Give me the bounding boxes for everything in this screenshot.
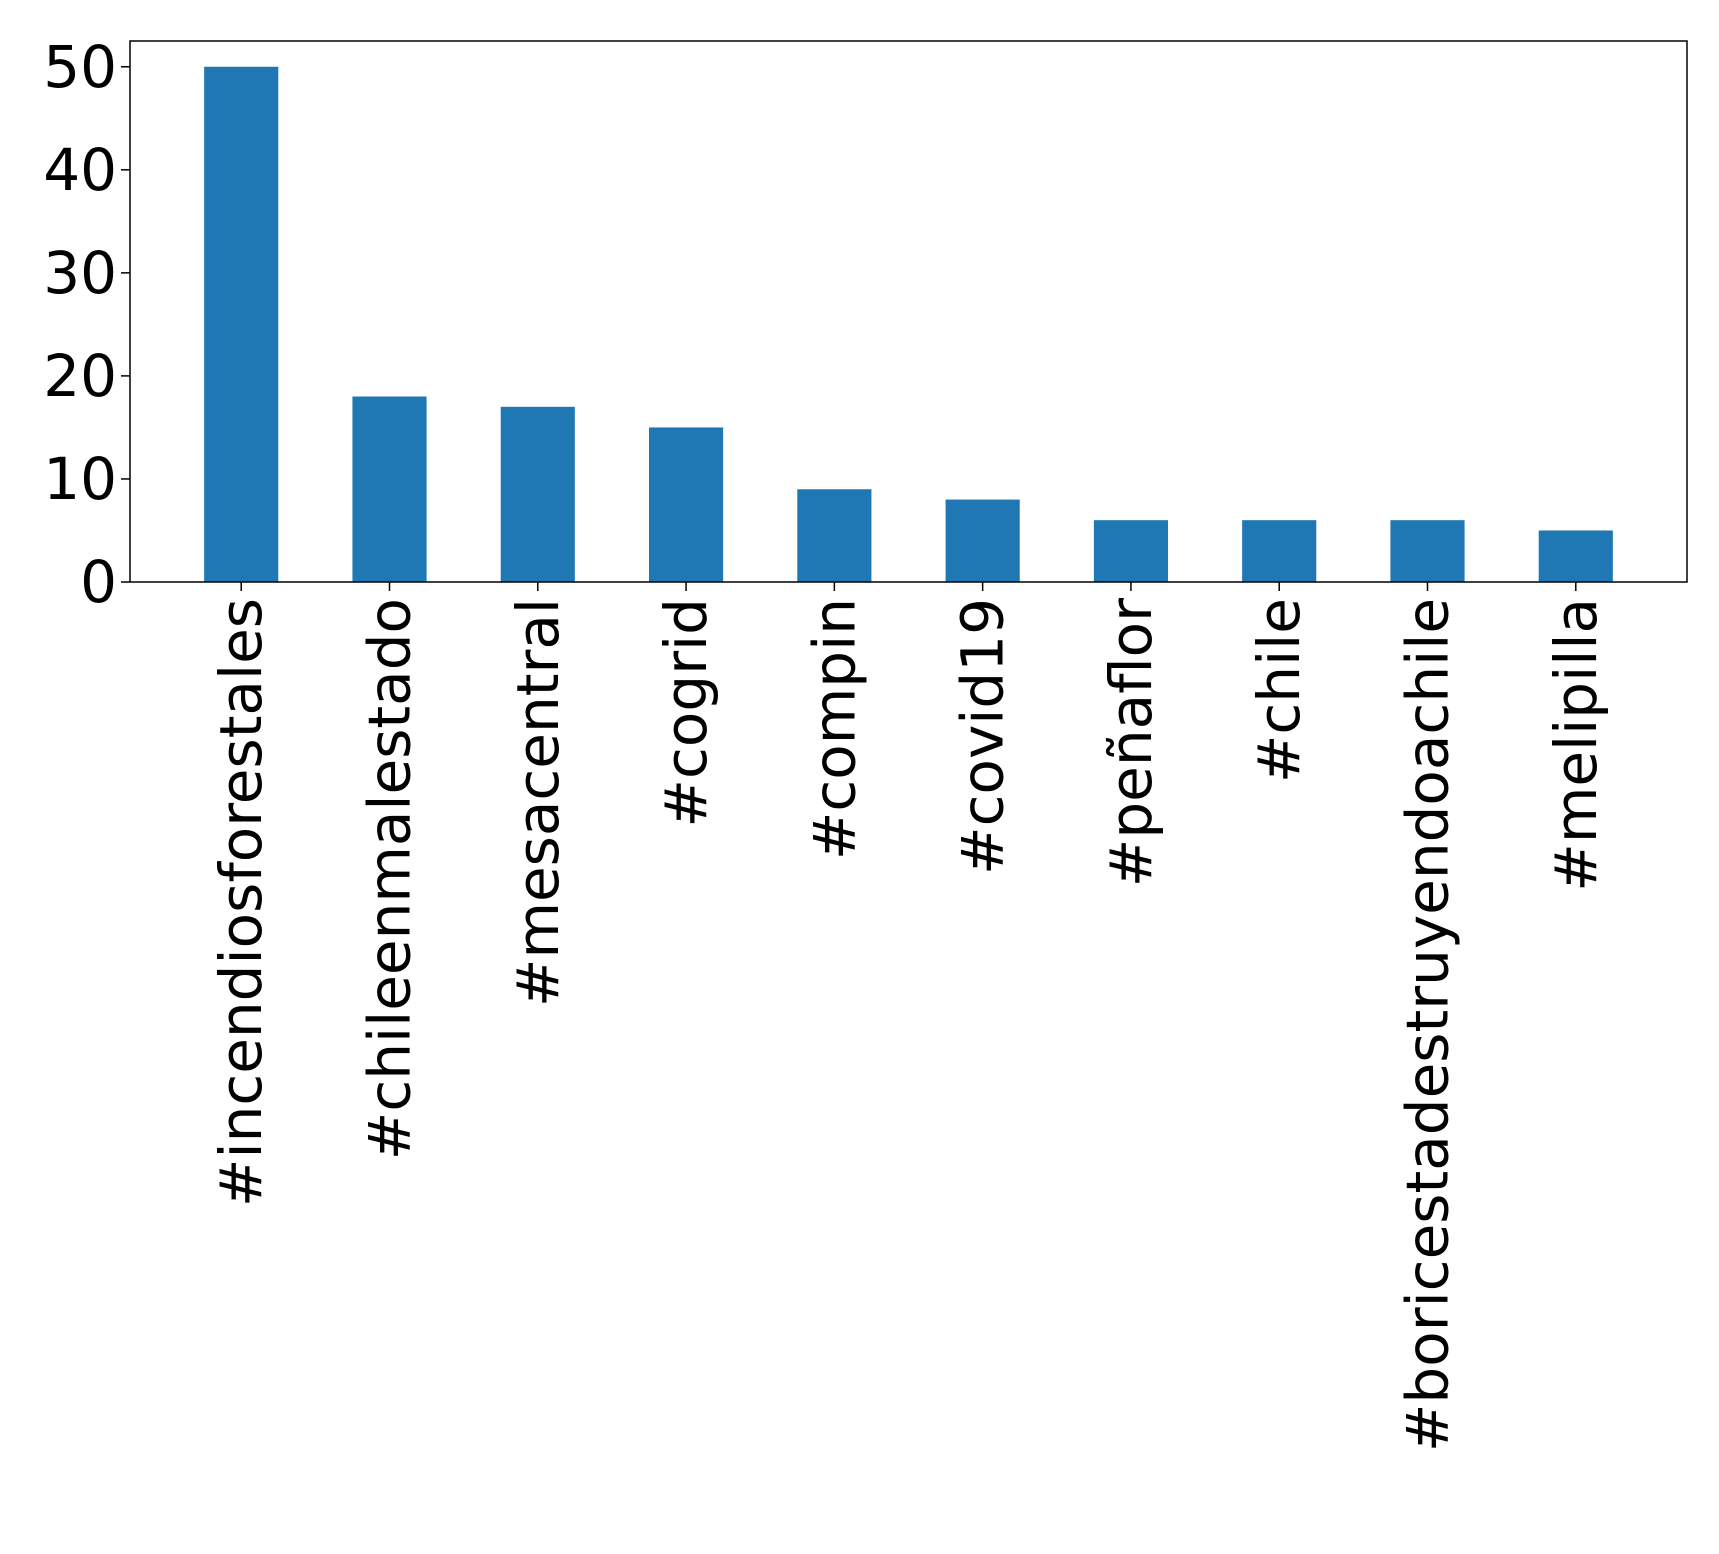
bar-melipilla — [1538, 530, 1613, 582]
x-tick-label: #cogrid — [652, 598, 720, 828]
x-tick-label: #compin — [800, 598, 868, 860]
bars-layer — [204, 66, 1613, 582]
y-tick-label: 40 — [43, 136, 117, 204]
bar-chile — [1242, 520, 1317, 582]
x-tick-label: #incendiosforestales — [207, 598, 275, 1207]
bar-boricestadestruyendoachile — [1390, 520, 1465, 582]
x-tick-label: #melipilla — [1542, 598, 1610, 892]
bar-cogrid — [649, 427, 724, 582]
bar-peaflor — [1093, 520, 1168, 582]
x-tick-label: #mesacentral — [504, 598, 572, 1007]
bar-covid19 — [945, 499, 1020, 582]
x-tick-label: #boricestadestruyendoachile — [1394, 598, 1462, 1452]
x-axis: #incendiosforestales #chileenmalestado #me… — [207, 582, 1610, 1452]
y-tick-label: 10 — [43, 445, 117, 513]
x-tick-label: #covid19 — [949, 598, 1017, 875]
plot-frame — [129, 40, 1688, 583]
y-tick-label: 50 — [43, 33, 117, 101]
bar-incendiosforestales — [204, 66, 279, 582]
y-tick-label: 30 — [43, 239, 117, 307]
y-tick-label: 20 — [43, 342, 117, 410]
bar-compin — [797, 489, 872, 582]
x-tick-label: #chileenmalestado — [356, 598, 424, 1160]
x-tick-label: #peñaflor — [1097, 598, 1165, 887]
y-tick-label: 0 — [80, 548, 117, 616]
bar-chileenmalestado — [352, 396, 427, 582]
y-axis: 0 10 20 30 40 50 — [43, 33, 130, 616]
x-tick-label: #chile — [1245, 598, 1313, 783]
bar-mesacentral — [500, 406, 575, 582]
